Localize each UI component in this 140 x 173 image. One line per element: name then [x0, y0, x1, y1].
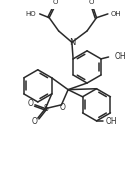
- Text: S: S: [43, 104, 48, 113]
- Text: OH: OH: [111, 11, 122, 17]
- Text: O: O: [60, 103, 65, 112]
- Text: O: O: [27, 99, 33, 108]
- Text: O: O: [53, 0, 59, 4]
- Text: O: O: [89, 0, 95, 4]
- Text: N: N: [69, 38, 75, 47]
- Text: HO: HO: [26, 11, 37, 17]
- Text: OH: OH: [106, 117, 118, 126]
- Text: O: O: [32, 117, 38, 126]
- Text: OH: OH: [114, 52, 126, 61]
